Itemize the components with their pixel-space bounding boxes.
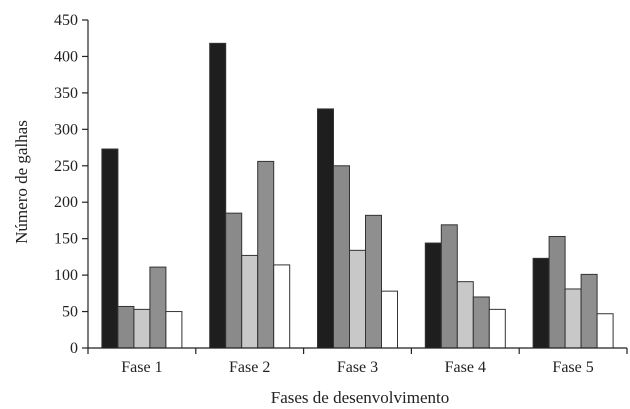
y-tick-label: 300 — [54, 121, 78, 138]
bar — [241, 254, 259, 349]
y-tick-label: 250 — [54, 158, 78, 175]
bar — [317, 108, 334, 349]
bar — [440, 224, 458, 349]
bar — [209, 42, 227, 349]
y-tick-label: 350 — [54, 85, 78, 102]
y-tick-label: 50 — [62, 304, 78, 321]
bar — [225, 212, 243, 349]
bar — [165, 311, 183, 349]
bar — [548, 235, 566, 349]
bar — [117, 305, 135, 349]
y-tick-label: 100 — [54, 267, 78, 284]
bar — [257, 160, 275, 349]
bar — [349, 249, 366, 349]
bar — [532, 257, 550, 349]
x-axis: Fase 1 Fase 2 Fase 3 Fase 4 Fase 5 — [87, 347, 628, 376]
bar — [580, 273, 598, 349]
bar — [381, 290, 398, 349]
bar — [596, 313, 614, 349]
x-tick-label: Fase 5 — [552, 359, 593, 376]
bar — [149, 266, 167, 349]
x-tick-label: Fase 4 — [445, 359, 486, 376]
y-tick-label: 150 — [54, 231, 78, 248]
bars — [101, 42, 614, 349]
bar — [333, 165, 350, 349]
y-axis-title: Número de galhas — [12, 120, 31, 244]
bar — [456, 281, 474, 349]
x-tick-label: Fase 3 — [337, 359, 378, 376]
bar — [564, 288, 582, 349]
bar — [273, 264, 291, 349]
y-tick-label: 400 — [54, 48, 78, 65]
bar — [472, 296, 490, 349]
bar — [133, 308, 151, 349]
x-tick-label: Fase 2 — [229, 359, 270, 376]
y-tick-label: 200 — [54, 194, 78, 211]
y-tick-label: 450 — [54, 12, 78, 29]
y-axis: 0 50 100 150 200 250 300 350 400 450 — [54, 12, 89, 357]
bar — [365, 214, 382, 349]
y-tick-label: 0 — [70, 340, 78, 357]
x-axis-title: Fases de desenvolvimento — [271, 388, 449, 407]
bar — [101, 148, 119, 349]
bar — [424, 242, 442, 349]
bar — [488, 308, 506, 349]
x-tick-label: Fase 1 — [121, 359, 162, 376]
